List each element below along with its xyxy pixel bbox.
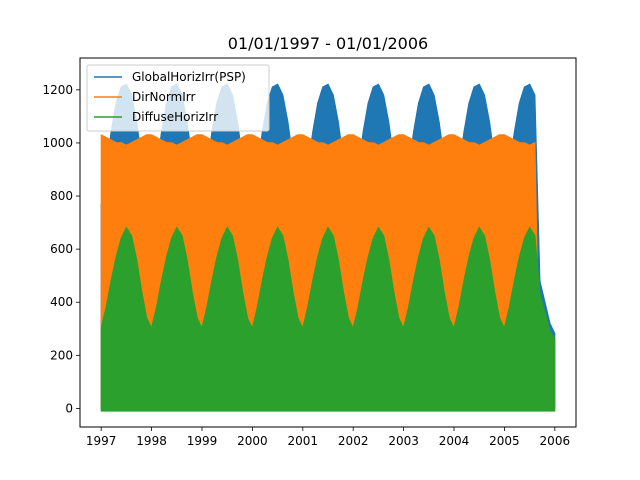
plot-frame [79, 57, 577, 428]
legend-label-dirnorm: DirNormIrr [132, 90, 196, 104]
chart-title: 01/01/1997 - 01/01/2006 [228, 34, 428, 53]
series-layer [100, 83, 556, 412]
y-tick-label-1200: 1200 [42, 83, 73, 97]
y-tick-label-600: 600 [50, 242, 73, 256]
legend-label-diffuse: DiffuseHorizIrr [132, 110, 218, 124]
x-tick-label-2000: 2000 [237, 434, 268, 448]
x-tick-label-1997: 1997 [86, 434, 117, 448]
x-tick-label-2006: 2006 [540, 434, 571, 448]
series-2 [100, 226, 556, 412]
legend-label-global: GlobalHorizIrr(PSP) [132, 70, 246, 84]
y-tick-label-0: 0 [65, 401, 73, 415]
x-axis: 1997 1998 1999 2000 2001 2002 2003 2004 2005 2006 [86, 427, 570, 448]
series-line-2 [100, 226, 556, 340]
x-tick-label-1998: 1998 [136, 434, 167, 448]
y-axis: 0 200 400 600 800 1000 1200 [42, 83, 80, 415]
x-tick-label-2001: 2001 [288, 434, 319, 448]
x-tick-label-2004: 2004 [439, 434, 470, 448]
series-line-1 [100, 134, 555, 410]
x-tick-label-2005: 2005 [489, 434, 520, 448]
legend: GlobalHorizIrr(PSP) DirNormIrr DiffuseHo… [86, 64, 270, 132]
y-tick-label-1000: 1000 [42, 136, 73, 150]
y-tick-label-800: 800 [50, 189, 73, 203]
y-tick-label-400: 400 [50, 295, 73, 309]
y-tick-label-200: 200 [50, 348, 73, 362]
x-tick-label-1999: 1999 [187, 434, 218, 448]
x-tick-label-2002: 2002 [338, 434, 369, 448]
x-tick-label-2003: 2003 [388, 434, 419, 448]
series-band-2 [100, 227, 556, 412]
legend-box [86, 64, 270, 132]
